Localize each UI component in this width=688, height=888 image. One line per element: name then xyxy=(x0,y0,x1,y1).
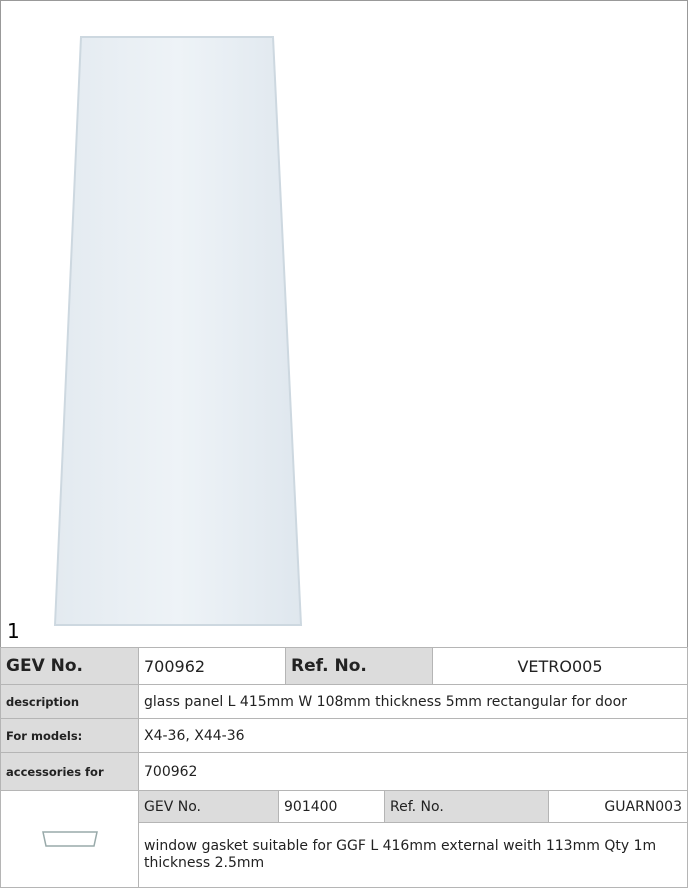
row-label: accessories for xyxy=(0,752,139,791)
product-image xyxy=(53,36,303,626)
figure-label: 1 xyxy=(7,619,20,643)
row-value: X4-36, X44-36 xyxy=(138,718,688,753)
acc-gev-label: GEV No. xyxy=(138,790,279,823)
gasket-icon xyxy=(41,831,98,847)
image-area: 1 xyxy=(0,0,688,647)
accessory-image xyxy=(0,790,139,888)
acc-gev-no: 901400 xyxy=(278,790,385,823)
acc-description: window gasket suitable for GGF L 416mm e… xyxy=(138,822,688,888)
gev-no: 700962 xyxy=(138,647,286,685)
row-value: glass panel L 415mm W 108mm thickness 5m… xyxy=(138,684,688,719)
row-label: For models: xyxy=(0,718,139,753)
gev-label: GEV No. xyxy=(0,647,139,685)
ref-no: VETRO005 xyxy=(432,647,688,685)
row-value: 700962 xyxy=(138,752,688,791)
row-label: description xyxy=(0,684,139,719)
acc-ref-label: Ref. No. xyxy=(384,790,549,823)
ref-label: Ref. No. xyxy=(285,647,433,685)
acc-ref-no: GUARN003 xyxy=(548,790,688,823)
